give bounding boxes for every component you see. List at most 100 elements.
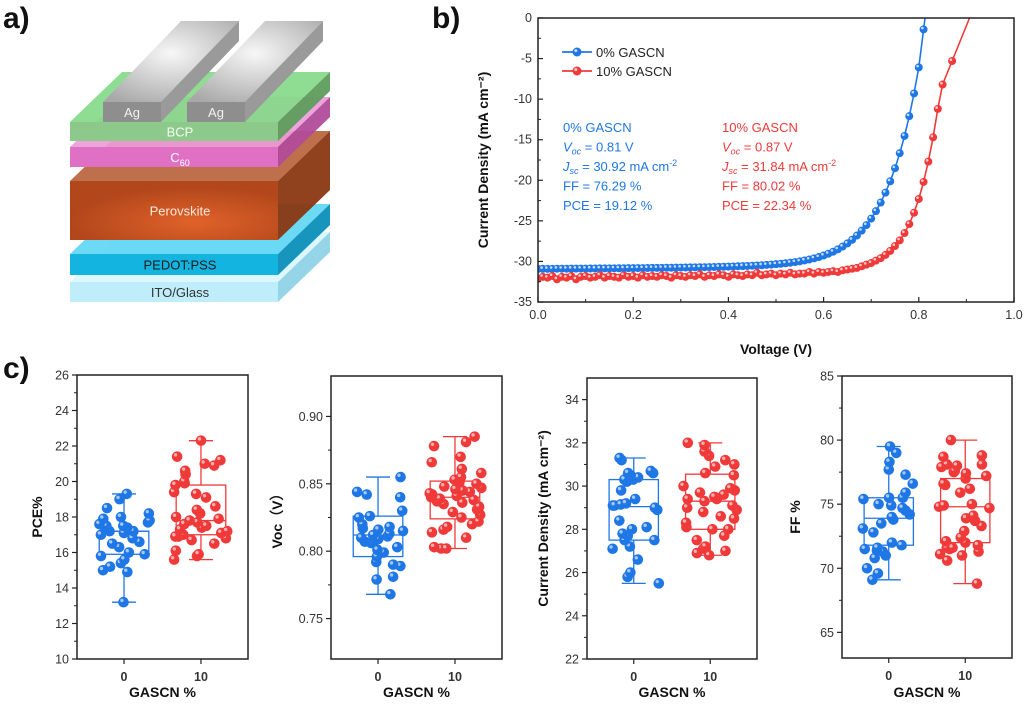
layer-side-face (278, 232, 330, 302)
data-point (607, 543, 618, 555)
layer-side-face (278, 97, 330, 167)
data-point-highlight (202, 522, 207, 526)
data-point-highlight (554, 276, 558, 280)
data-point-highlight (684, 495, 688, 499)
electrode-front-face (187, 102, 245, 122)
electrode-ag: Ag (187, 21, 323, 122)
data-point (361, 489, 373, 500)
data-point (897, 502, 908, 514)
data-point-highlight (849, 237, 853, 240)
data-point (471, 478, 482, 490)
data-point (440, 543, 452, 554)
data-point-highlight (886, 443, 891, 447)
data-point-highlight (696, 489, 701, 493)
data-point-highlight (693, 549, 698, 553)
data-point-highlight (916, 196, 919, 199)
data-point-highlight (930, 134, 934, 138)
data-point-highlight (96, 520, 100, 524)
panel-label-c: c) (3, 352, 30, 385)
data-point-highlight (811, 271, 815, 274)
data-point-highlight (573, 276, 577, 280)
x-tick-label: 10 (448, 670, 462, 684)
data-point-highlight (956, 489, 961, 493)
data-point-highlight (978, 460, 983, 465)
data-point (615, 485, 627, 496)
data-point-highlight (647, 467, 651, 471)
data-point (455, 451, 466, 463)
data-point-highlight (725, 274, 729, 277)
data-point-highlight (701, 497, 705, 502)
data-point-highlight (386, 523, 390, 527)
electrode-side-face (245, 21, 323, 122)
legend-item: 0% GASCN (562, 45, 665, 60)
data-point-highlight (635, 275, 639, 278)
data-point-highlight (108, 540, 113, 544)
data-point-highlight (659, 265, 662, 268)
data-point (385, 589, 396, 600)
data-point-highlight (470, 496, 474, 500)
data-point (469, 431, 480, 442)
data-point-highlight (887, 178, 891, 182)
data-point (884, 441, 896, 452)
data-point (373, 524, 384, 535)
data-point-highlight (825, 251, 829, 254)
data-point-highlight (374, 546, 378, 550)
data-point-highlight (201, 460, 205, 464)
data-point-highlight (911, 90, 915, 94)
value: = 0.81 V (581, 140, 634, 155)
annotation-line: Jsc = 31.84 mA cm-2 (721, 158, 836, 176)
data-point-highlight (763, 262, 767, 265)
electrode-side-face (161, 21, 239, 122)
data-point (951, 460, 963, 472)
data-point (959, 525, 970, 537)
data-point (191, 504, 203, 516)
annotation-line: PCE = 19.12 % (563, 198, 653, 213)
data-point-highlight (860, 495, 864, 499)
data-point-highlight (654, 265, 658, 268)
data-point (715, 511, 727, 522)
data-point-highlight (730, 471, 734, 476)
data-point-highlight (564, 275, 567, 278)
data-point (626, 524, 638, 535)
data-point (694, 487, 706, 498)
data-point (938, 478, 949, 489)
data-point (649, 534, 660, 546)
data-point-highlight (716, 271, 719, 275)
y-tick-label: -35 (514, 295, 532, 309)
data-point-highlight (701, 469, 706, 474)
data-point-highlight (906, 113, 910, 117)
data-point-highlight (897, 150, 900, 154)
data-point (972, 539, 984, 551)
data-point-highlight (721, 264, 724, 267)
data-point-highlight (353, 488, 358, 492)
data-point (353, 512, 365, 523)
data-point-highlight (117, 513, 122, 517)
data-point (956, 550, 968, 561)
data-point (966, 498, 978, 510)
data-point-highlight (449, 508, 453, 513)
data-point-highlight (925, 159, 929, 162)
symbol-subscript: sc (570, 166, 580, 176)
electrode-ag: Ag (103, 21, 239, 122)
data-point-highlight (874, 544, 878, 548)
data-point (691, 534, 703, 546)
data-point-highlight (863, 222, 867, 226)
data-point-highlight (731, 460, 735, 465)
symbol-subscript: oc (572, 147, 582, 157)
data-point (729, 459, 740, 470)
electrode-top-face (187, 21, 323, 102)
data-point (858, 493, 869, 505)
data-point (364, 510, 376, 522)
data-point (709, 461, 721, 472)
data-point-highlight (624, 469, 629, 474)
data-point-highlight (797, 258, 800, 262)
data-point (625, 567, 636, 578)
data-point (883, 492, 895, 504)
x-tick-label: 1.0 (1005, 308, 1022, 322)
y-tick-label: -10 (514, 92, 532, 106)
layer-side-face (278, 204, 330, 275)
data-point (98, 513, 109, 525)
